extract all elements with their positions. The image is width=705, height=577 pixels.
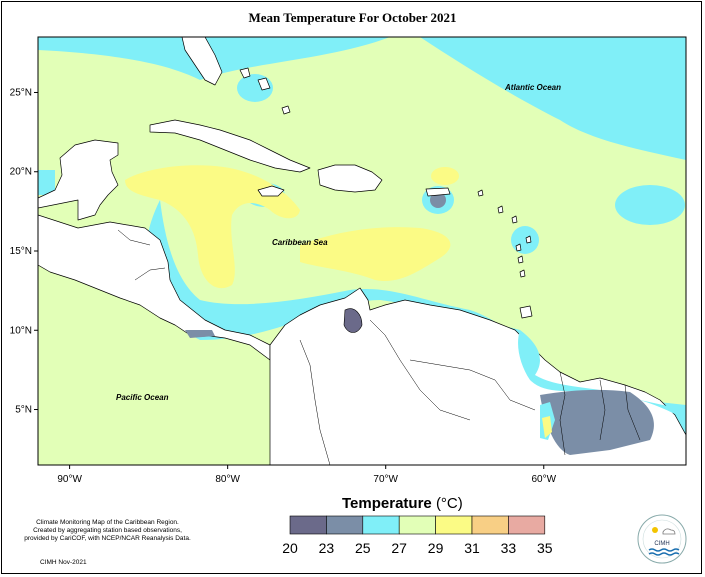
sun-icon (652, 527, 658, 533)
legend-swatch (290, 516, 326, 534)
legend-label: 31 (452, 540, 492, 556)
legend-color-bar (290, 516, 545, 534)
legend-title: Temperature (°C) (342, 495, 463, 512)
legend-label: 33 (488, 540, 528, 556)
legend-label: 29 (416, 540, 456, 556)
lat-tick-label: 25°N (10, 87, 32, 98)
legend-label: 23 (306, 540, 346, 556)
legend-swatch (363, 516, 399, 534)
footnote: Climate Monitoring Map of the Caribbean … (20, 519, 195, 543)
footnote-line-3: provided by CariCOF, with NCEP/NCAR Rean… (20, 535, 195, 543)
lat-tick-label: 20°N (10, 167, 32, 178)
label-pacific-ocean: Pacific Ocean (116, 393, 169, 402)
legend-swatch (472, 516, 508, 534)
logo-ring (638, 515, 686, 563)
lon-tick-label: 60°W (531, 474, 556, 485)
logo-text: CIMH (654, 541, 669, 547)
legend-unit: (°C) (436, 495, 463, 512)
cimh-logo: CIMH (637, 514, 687, 564)
legend-title-text: Temperature (342, 495, 432, 512)
credit-text: CIMH Nov-2021 (40, 559, 87, 566)
footnote-line-2: Created by aggregating station based obs… (20, 527, 195, 535)
latitude-axis: 25°N 20°N 15°N 10°N 5°N (10, 87, 38, 415)
legend-swatch (326, 516, 362, 534)
legend-swatch (399, 516, 435, 534)
field-29-31-hispaniola (431, 167, 459, 185)
lon-tick-label: 80°W (215, 474, 240, 485)
lon-tick-label: 70°W (373, 474, 398, 485)
longitude-axis: 90°W 80°W 70°W 60°W (57, 465, 556, 485)
legend-labels: 20 23 25 27 29 31 33 35 (270, 540, 560, 558)
field-25-27-atlantic-east (615, 185, 685, 225)
field-25-27-lesser-antilles (511, 226, 539, 254)
label-caribbean-sea: Caribbean Sea (272, 238, 328, 247)
legend-swatch (436, 516, 472, 534)
legend-label: 25 (343, 540, 383, 556)
lat-tick-label: 10°N (10, 325, 32, 336)
legend-label: 27 (379, 540, 419, 556)
lon-tick-label: 90°W (57, 474, 82, 485)
map-plot-area: Atlantic Ocean Caribbean Sea Pacific Oce… (38, 37, 686, 465)
footnote-line-1: Climate Monitoring Map of the Caribbean … (20, 519, 195, 527)
lat-tick-label: 15°N (10, 246, 32, 257)
legend-label: 20 (270, 540, 310, 556)
legend-swatch (508, 516, 544, 534)
legend-label: 35 (525, 540, 565, 556)
land-trinidad (520, 306, 532, 318)
lat-tick-label: 5°N (15, 405, 32, 416)
label-atlantic-ocean: Atlantic Ocean (504, 83, 561, 92)
